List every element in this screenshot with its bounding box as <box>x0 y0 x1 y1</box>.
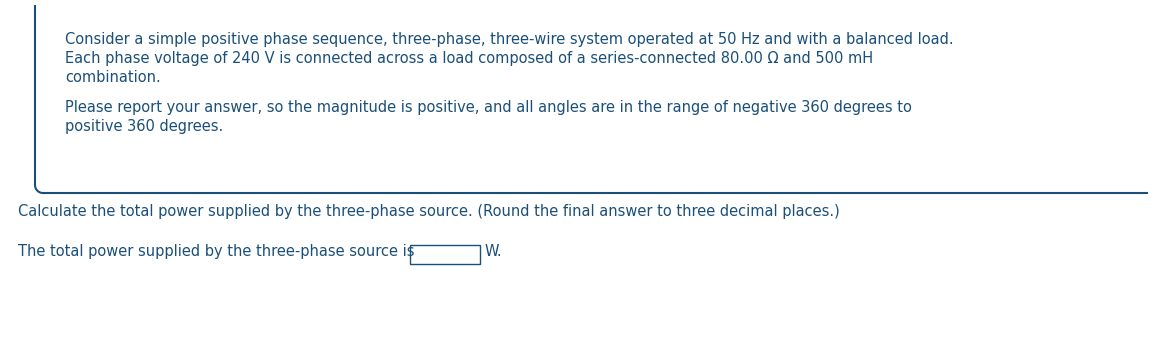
Text: Please report your answer, so the magnitude is positive, and all angles are in t: Please report your answer, so the magnit… <box>65 100 912 115</box>
Text: Calculate the total power supplied by the three-phase source. (Round the final a: Calculate the total power supplied by th… <box>17 204 840 219</box>
Bar <box>410 245 480 264</box>
Text: W.: W. <box>485 244 503 259</box>
Text: The total power supplied by the three-phase source is: The total power supplied by the three-ph… <box>17 244 415 259</box>
Text: Consider a simple positive phase sequence, three-phase, three-wire system operat: Consider a simple positive phase sequenc… <box>65 32 954 47</box>
Text: combination.: combination. <box>65 70 160 85</box>
Text: positive 360 degrees.: positive 360 degrees. <box>65 119 223 134</box>
Text: Each phase voltage of 240 V is connected across a load composed of a series-conn: Each phase voltage of 240 V is connected… <box>65 51 873 66</box>
